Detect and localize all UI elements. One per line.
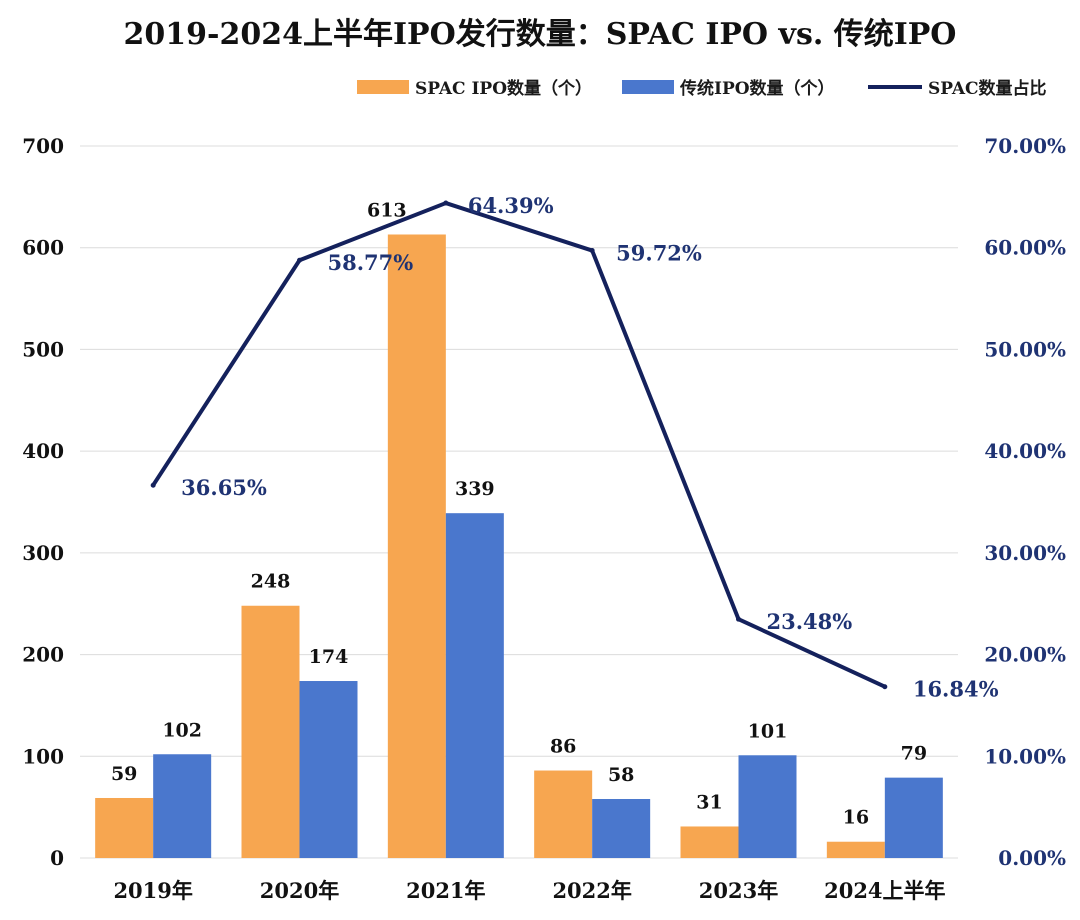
y-left-tick-label: 700 <box>22 134 64 158</box>
ratio-label: 16.84% <box>913 677 999 702</box>
x-tick-label: 2019年 <box>113 878 192 903</box>
legend-swatch-traditional <box>622 80 674 94</box>
y-left-tick-label: 100 <box>22 744 64 768</box>
y-left-tick-label: 300 <box>22 541 64 565</box>
bar-spac <box>387 234 446 858</box>
gridlines <box>80 145 958 859</box>
bar-spac <box>534 770 593 858</box>
ratio-labels: 36.65% 58.77% 64.39% 59.72% 23.48% 16.84% <box>181 193 998 702</box>
y-right-tick-label: 30.00% <box>984 541 1066 565</box>
y-left-tick-label: 0 <box>50 846 64 870</box>
bar-spac <box>95 797 154 858</box>
bar-traditional <box>884 777 943 858</box>
ratio-point <box>297 257 302 263</box>
ratio-point <box>443 200 449 206</box>
bar-label-spac: 248 <box>251 571 291 593</box>
y-right-tick-label: 40.00% <box>984 439 1066 463</box>
x-tick-label: 2020年 <box>260 878 339 903</box>
bar-traditional <box>592 799 651 858</box>
y-right-tick-label: 70.00% <box>984 134 1066 158</box>
y-right-tick-label: 20.00% <box>984 643 1066 667</box>
bar-traditional <box>153 754 212 858</box>
bar-traditional <box>738 755 797 858</box>
x-axis: 2019年 2020年 2021年 2022年 2023年 2024上半年 <box>113 878 945 903</box>
bar-spac <box>826 841 885 858</box>
ratio-point <box>882 684 888 690</box>
bar-label-traditional: 102 <box>162 719 202 741</box>
x-tick-label: 2021年 <box>406 878 485 903</box>
bar-label-spac: 16 <box>843 807 869 829</box>
legend-label-ratio: SPAC数量占比 <box>928 78 1047 99</box>
bar-label-spac: 59 <box>111 763 137 785</box>
y-left-tick-label: 600 <box>22 236 64 260</box>
ratio-line-series <box>150 200 888 690</box>
y-right-tick-label: 60.00% <box>984 236 1066 260</box>
ratio-point <box>150 482 156 488</box>
x-tick-label: 2024上半年 <box>824 878 945 903</box>
bar-traditional <box>445 513 504 858</box>
ratio-label: 59.72% <box>616 241 702 266</box>
bar-label-spac: 86 <box>550 736 576 758</box>
legend-label-spac: SPAC IPO数量（个） <box>415 78 592 99</box>
legend-label-traditional: 传统IPO数量（个） <box>679 78 835 99</box>
bar-labels: 59 102 248 174 613 339 86 58 31 101 16 79 <box>111 199 927 828</box>
bar-label-traditional: 101 <box>748 720 788 742</box>
x-tick-label: 2023年 <box>699 878 778 903</box>
bar-label-traditional: 339 <box>455 478 495 500</box>
bar-label-spac: 31 <box>696 791 722 813</box>
bar-label-spac: 613 <box>367 199 407 221</box>
legend: SPAC IPO数量（个） 传统IPO数量（个） SPAC数量占比 <box>357 78 1047 99</box>
ratio-label: 58.77% <box>328 250 414 275</box>
bar-label-traditional: 58 <box>608 764 634 786</box>
y-axis-left: 0 100 200 300 400 500 600 700 <box>22 134 64 870</box>
bar-spac <box>680 826 739 858</box>
ratio-label: 23.48% <box>767 609 853 634</box>
ratio-label: 36.65% <box>181 475 267 500</box>
y-right-tick-label: 50.00% <box>984 337 1066 361</box>
bar-traditional <box>299 681 358 858</box>
ratio-line <box>151 201 886 689</box>
y-right-tick-label: 0.00% <box>998 846 1066 870</box>
x-tick-label: 2022年 <box>552 878 631 903</box>
ratio-point <box>589 248 595 254</box>
y-right-tick-label: 10.00% <box>984 744 1066 768</box>
y-axis-right: 0.00% 10.00% 20.00% 30.00% 40.00% 50.00% 60.00… <box>984 134 1066 870</box>
ratio-point <box>736 616 741 622</box>
ratio-label: 64.39% <box>468 193 554 218</box>
chart-title: 2019-2024上半年IPO发行数量：SPAC IPO vs. 传统IPO <box>124 17 957 52</box>
bar-spac <box>241 605 300 858</box>
bars <box>95 234 943 858</box>
bar-label-traditional: 174 <box>309 646 349 668</box>
y-left-tick-label: 200 <box>22 643 64 667</box>
bar-label-traditional: 79 <box>901 743 927 765</box>
y-left-tick-label: 400 <box>22 439 64 463</box>
legend-swatch-spac <box>357 80 409 94</box>
y-left-tick-label: 500 <box>22 337 64 361</box>
